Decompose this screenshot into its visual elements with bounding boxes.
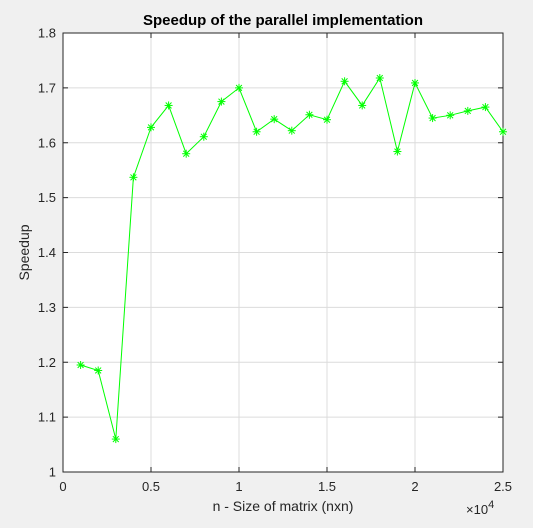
series-layer: [76, 74, 507, 444]
data-point: [446, 111, 455, 120]
y-tick-label: 1.7: [38, 80, 56, 95]
x-tick-label: 1: [235, 479, 242, 494]
y-axis-label: Speedup: [16, 224, 32, 280]
marker-stroke: [341, 78, 348, 85]
data-point: [182, 149, 191, 158]
data-point: [499, 127, 507, 136]
y-tick-label: 1.1: [38, 410, 56, 425]
x-exponent-base: ×10: [466, 502, 488, 517]
data-point: [235, 83, 243, 92]
data-point: [270, 115, 279, 124]
data-point: [217, 97, 226, 106]
data-point: [411, 78, 419, 87]
marker-stroke: [218, 98, 225, 105]
marker-stroke: [358, 102, 366, 109]
marker-stroke: [200, 133, 208, 140]
data-point: [164, 101, 173, 110]
marker-stroke: [306, 111, 313, 119]
data-point: [393, 147, 402, 156]
y-tick-label: 1.2: [38, 355, 56, 370]
data-point: [463, 106, 472, 115]
marker-stroke: [147, 124, 155, 131]
marker-stroke: [394, 148, 401, 155]
data-point: [129, 173, 138, 182]
x-exponent-power: 4: [488, 499, 494, 511]
data-point: [340, 77, 349, 86]
data-point: [199, 132, 208, 141]
marker-stroke: [499, 128, 507, 136]
chart-title: Speedup of the parallel implementation: [143, 12, 423, 29]
data-point: [323, 115, 331, 124]
y-tick-label: 1.3: [38, 300, 56, 315]
marker-stroke: [182, 150, 190, 157]
data-point: [305, 110, 314, 119]
y-tick-label: 1.5: [38, 190, 56, 205]
ticks-layer: 0 0.5 1 1.5 2 2.5 1 1.1 1.2 1.3 1.4 1.5 1.6 1.7 1.8: [38, 26, 512, 495]
x-tick-label: 1.5: [318, 479, 336, 494]
marker-stroke: [376, 74, 384, 82]
marker-stroke: [482, 103, 489, 111]
marker-stroke: [130, 174, 137, 181]
x-tick-label: 2.5: [494, 479, 512, 494]
data-point: [287, 126, 296, 135]
data-point: [147, 123, 155, 132]
data-point: [375, 74, 384, 82]
marker-stroke: [446, 112, 454, 119]
x-tick-label: 0: [59, 479, 66, 494]
marker-stroke: [288, 127, 296, 134]
y-tick-label: 1.8: [38, 26, 56, 41]
marker-stroke: [165, 102, 172, 109]
marker-stroke: [464, 107, 472, 115]
marker-stroke: [323, 116, 331, 123]
data-point: [252, 127, 261, 136]
data-point: [76, 360, 85, 369]
x-tick-label: 2: [411, 479, 418, 494]
marker-stroke: [77, 361, 84, 369]
marker-stroke: [411, 79, 419, 87]
x-axis-label: n - Size of matrix (nxn): [213, 498, 354, 514]
y-tick-label: 1: [49, 465, 56, 480]
marker-stroke: [253, 128, 260, 136]
marker-stroke: [94, 367, 102, 374]
data-point: [481, 103, 490, 112]
x-tick-label: 0.5: [142, 479, 160, 494]
marker-stroke: [429, 114, 436, 122]
data-point: [94, 366, 103, 375]
marker-stroke: [112, 435, 120, 443]
marker-stroke: [235, 84, 243, 92]
x-axis-exponent: ×104: [466, 499, 494, 517]
data-point: [428, 114, 437, 123]
data-point: [111, 435, 120, 444]
y-tick-label: 1.4: [38, 245, 56, 260]
y-tick-label: 1.6: [38, 135, 56, 150]
data-point: [358, 101, 367, 110]
marker-stroke: [270, 115, 278, 123]
